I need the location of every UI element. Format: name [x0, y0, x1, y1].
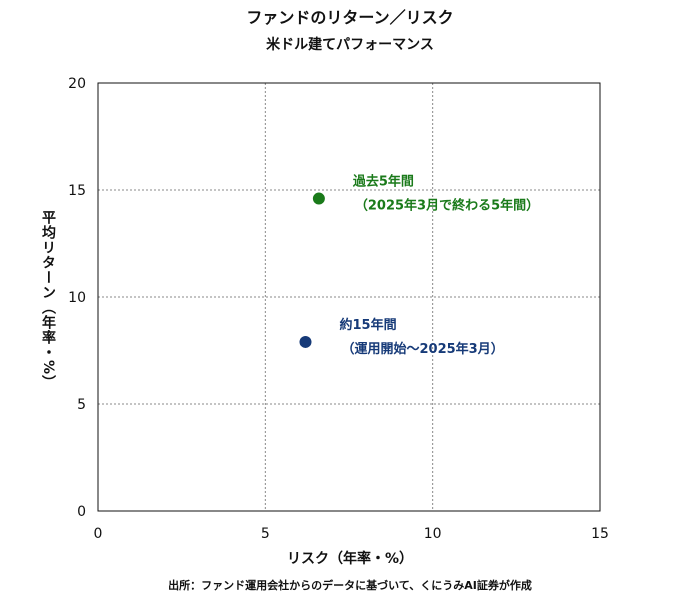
x-tick-label: 10 [424, 526, 442, 542]
y-tick-label: 5 [77, 397, 86, 413]
axis-ticks: 0 5 10 15 0 5 10 15 20 [68, 76, 609, 542]
x-tick-label: 5 [261, 526, 270, 542]
x-tick-label: 0 [94, 526, 103, 542]
y-tick-label: 10 [68, 290, 86, 306]
y-axis-label: 平均リターン（年率・%） [40, 210, 56, 391]
y-tick-label: 0 [77, 504, 86, 520]
data-point [299, 335, 312, 348]
x-tick-label: 15 [591, 526, 609, 542]
chart-title: ファンドのリターン／リスク [246, 8, 454, 27]
point-label-detail: （2025年3月で終わる5年間） [355, 198, 539, 214]
y-tick-label: 15 [68, 183, 86, 199]
data-point [312, 192, 325, 205]
point-label: 過去5年間 [352, 174, 414, 190]
x-axis-label: リスク（年率・%） [286, 551, 414, 567]
point-label-detail: （運用開始～2025年3月） [341, 341, 503, 357]
data-points: 過去5年間 （2025年3月で終わる5年間） 約15年間 （運用開始～2025年3月） [299, 174, 539, 357]
source-note: 出所：ファンド運用会社からのデータに基づいて、くにうみAI証券が作成 [168, 579, 532, 592]
plot-frame [97, 82, 601, 512]
y-tick-label: 20 [68, 76, 86, 92]
point-label: 約15年間 [339, 317, 396, 333]
chart-subtitle: 米ドル建てパフォーマンス [266, 37, 434, 53]
grid-lines [98, 83, 600, 511]
